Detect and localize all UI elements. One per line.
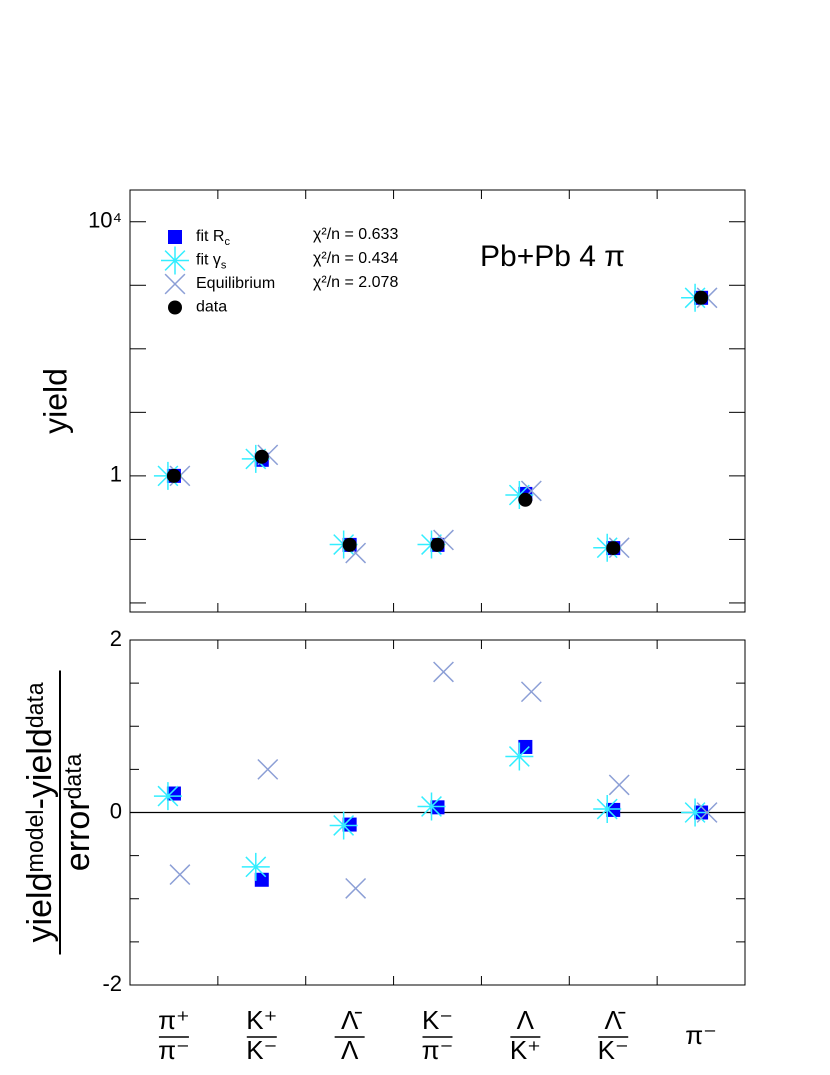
marker-x — [257, 758, 279, 780]
marker-asterisk — [161, 246, 189, 275]
marker-circle — [254, 449, 269, 464]
marker-circle — [694, 290, 709, 305]
x-tick-label: Λ K⁺ — [510, 1005, 541, 1065]
marker-asterisk — [681, 798, 710, 827]
marker-x — [696, 802, 718, 823]
marker-square — [254, 872, 269, 887]
y-tick-label: -2 — [102, 971, 122, 996]
marker-square — [166, 786, 181, 801]
legend-label: Equilibrium — [196, 275, 275, 292]
marker-asterisk — [417, 792, 446, 821]
x-tick-label: K⁻ π⁻ — [422, 1005, 454, 1065]
y-axis-label-text: yieldᵐᵒᵈᵉˡ-yieldᵈᵃᵗᵃerrorᵈᵃᵗᵃ — [21, 682, 97, 942]
marker-circle — [430, 537, 445, 552]
marker-circle — [166, 468, 181, 483]
chi2-annotation: χ²/n = 0.633 — [313, 226, 398, 243]
marker-circle — [606, 541, 621, 556]
y-axis-label: yield — [37, 368, 73, 434]
x-tick-label: Λ̄ Λ — [341, 1005, 362, 1065]
marker-asterisk — [505, 480, 534, 509]
marker-x — [433, 661, 454, 683]
marker-asterisk — [593, 795, 622, 824]
x-tick-label: Λ̄ K⁻ — [598, 1005, 629, 1065]
marker-circle — [342, 537, 357, 552]
marker-x — [169, 864, 191, 886]
top-frame — [129, 189, 746, 613]
marker-x — [164, 273, 186, 295]
x-tick-label: K⁺ K⁻ — [246, 1005, 277, 1065]
system-label: Pb+Pb 4 π — [480, 240, 625, 273]
marker-asterisk — [241, 852, 270, 881]
y-tick-label: 0 — [110, 798, 122, 823]
chi2-annotation: χ²/n = 0.434 — [313, 250, 398, 267]
y-tick-label: 1 — [110, 462, 122, 487]
marker-asterisk — [505, 742, 534, 771]
legend-label: fit γs — [196, 252, 227, 272]
marker-asterisk — [153, 782, 182, 811]
y-axis-label: yieldᵐᵒᵈᵉˡ-yieldᵈᵃᵗᵃerrorᵈᵃᵗᵃ — [21, 670, 97, 955]
marker-x — [608, 774, 630, 796]
marker-square — [168, 230, 182, 244]
marker-x — [520, 681, 542, 703]
marker-circle — [518, 492, 533, 507]
x-tick-label: π⁺ π⁻ — [158, 1005, 190, 1065]
marker-square — [518, 739, 533, 754]
marker-x — [345, 877, 367, 899]
y-tick-label: 10⁴ — [88, 208, 122, 233]
legend-label: data — [196, 299, 227, 316]
legend-label: fit Rc — [196, 228, 230, 248]
chi2-annotation: χ²/n = 2.078 — [313, 274, 398, 291]
x-tick-label: π⁻ — [685, 1020, 717, 1050]
marker-circle — [168, 300, 182, 315]
y-tick-label: 2 — [110, 626, 122, 651]
marker-asterisk — [329, 811, 358, 840]
